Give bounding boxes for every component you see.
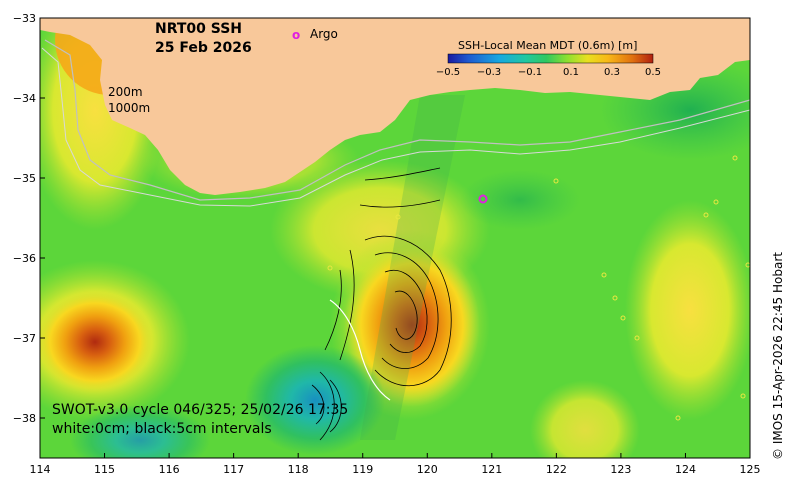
argo-legend-icon: o (292, 28, 300, 42)
lon-tick-label: 119 (352, 463, 373, 476)
ssh-anomaly-east (625, 200, 750, 420)
lon-tick-label: 124 (675, 463, 696, 476)
lat-tick-label: −37 (13, 332, 36, 345)
colorbar: SSH-Local Mean MDT (0.6m) [m] −0.5 −0.3 −0… (436, 39, 661, 78)
lon-tick-label: 114 (30, 463, 51, 476)
lon-tick-label: 115 (94, 463, 115, 476)
contours-black (311, 167, 452, 441)
cold-anomaly-sw (70, 405, 210, 458)
lon-tick-label: 116 (159, 463, 180, 476)
green-anomaly-mid (460, 170, 580, 230)
map-title: NRT00 SSH (155, 21, 242, 37)
lat-tick-label: −36 (13, 252, 36, 265)
lon-tick-label: 117 (223, 463, 244, 476)
colorbar-gradient (447, 53, 654, 64)
colorbar-label: SSH-Local Mean MDT (0.6m) [m] (458, 39, 637, 52)
lon-tick-label: 118 (288, 463, 309, 476)
latitude-axis: −33 −34 −35 −36 −37 −38 (13, 12, 45, 425)
drifter-dots (327, 155, 750, 421)
colorbar-tick-label: 0.5 (645, 67, 661, 78)
contour-annotation: white:0cm; black:5cm intervals (52, 421, 272, 437)
lon-tick-label: 123 (610, 463, 631, 476)
colorbar-tick-label: −0.1 (518, 67, 542, 78)
lon-tick-label: 122 (546, 463, 567, 476)
colorbar-ticks: −0.5 −0.3 −0.1 0.1 0.3 0.5 (436, 67, 661, 78)
ssh-anomaly-se (530, 380, 640, 458)
lon-tick-label: 120 (417, 463, 438, 476)
map-frame (39, 17, 751, 459)
lon-tick-label: 121 (481, 463, 502, 476)
lat-tick-label: −35 (13, 172, 36, 185)
lat-tick-label: −38 (13, 412, 36, 425)
swot-swath (360, 95, 465, 440)
isobath-200m (44, 39, 750, 201)
colorbar-tick-label: −0.5 (436, 67, 460, 78)
lat-tick-label: −33 (13, 12, 36, 25)
longitude-axis: 114 115 116 117 118 119 120 121 122 123 124 125 (30, 453, 761, 476)
depth-label-200m: 200m (108, 85, 143, 99)
cold-eddy (245, 345, 385, 455)
contour-white-zero (329, 299, 391, 401)
colorbar-tick-label: 0.1 (563, 67, 579, 78)
credit-text: © IMOS 15-Apr-2026 22:45 Hobart (771, 252, 785, 460)
map-field (40, 18, 750, 458)
swot-annotation: SWOT-v3.0 cycle 046/325; 25/02/26 17:35 (52, 402, 348, 418)
depth-label-1000m: 1000m (108, 101, 150, 115)
colorbar-tick-label: −0.3 (477, 67, 501, 78)
map-date: 25 Feb 2026 (155, 40, 252, 56)
argo-float-marker[interactable] (478, 194, 488, 204)
warm-eddy-west (40, 290, 155, 394)
lon-tick-label: 125 (740, 463, 761, 476)
argo-legend-label: Argo (310, 27, 338, 41)
colorbar-tick-label: 0.3 (604, 67, 620, 78)
isobath-1000m (41, 47, 750, 207)
lat-tick-label: −34 (13, 92, 36, 105)
